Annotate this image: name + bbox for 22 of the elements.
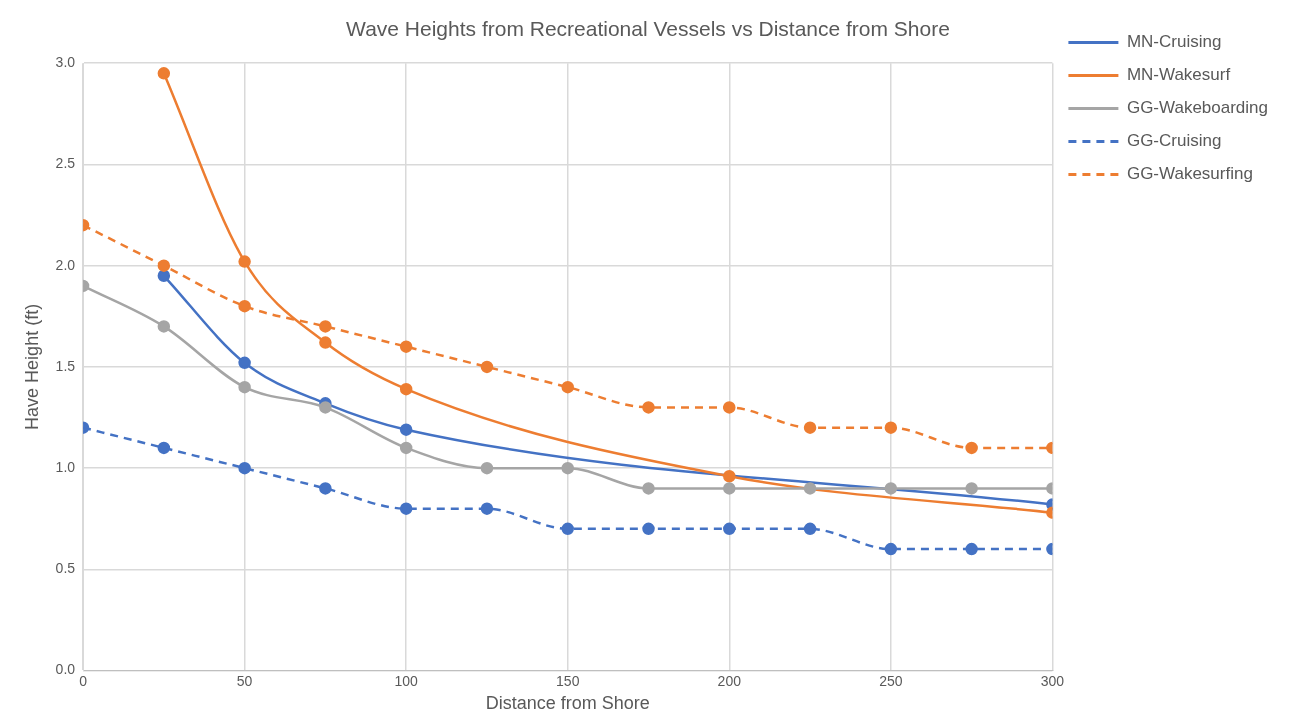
x-tick-label: 0 bbox=[79, 672, 88, 689]
y-axis-title: Have Height (ft) bbox=[21, 303, 42, 430]
x-tick-label: 100 bbox=[394, 672, 419, 689]
legend-label: MN-Wakesurf bbox=[1126, 65, 1231, 85]
x-axis-title: Distance from Shore bbox=[485, 693, 650, 714]
legend-label: MN-Cruising bbox=[1126, 32, 1222, 52]
y-tick-label: 1.5 bbox=[55, 357, 76, 374]
y-tick-label: 3.0 bbox=[55, 54, 76, 71]
x-tick-label: 300 bbox=[1040, 672, 1065, 689]
chart-title: Wave Heights from Recreational Vessels vs Distance from Shore bbox=[346, 17, 950, 41]
y-tick-label: 2.5 bbox=[55, 155, 76, 172]
y-tick-label: 1.0 bbox=[55, 458, 76, 475]
legend-label: GG-Cruising bbox=[1126, 131, 1222, 151]
x-tick-label: 150 bbox=[556, 672, 580, 689]
x-tick-label: 50 bbox=[236, 672, 253, 689]
y-tick-label: 0.5 bbox=[55, 560, 76, 577]
y-tick-label: 0.0 bbox=[55, 661, 76, 678]
legend-label: GG-Wakesurfing bbox=[1126, 164, 1253, 184]
y-tick-label: 2.0 bbox=[55, 256, 76, 273]
x-tick-label: 250 bbox=[879, 672, 903, 689]
legend-label: GG-Wakeboarding bbox=[1126, 98, 1269, 118]
x-tick-label: 200 bbox=[717, 672, 742, 689]
